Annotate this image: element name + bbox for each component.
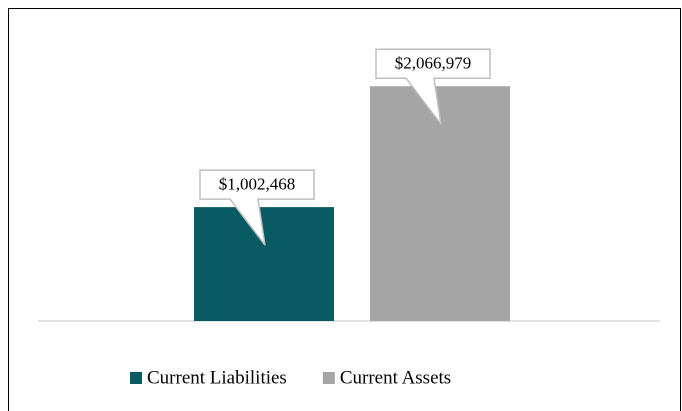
legend-swatch xyxy=(322,372,335,384)
data-label-callout xyxy=(375,48,491,125)
data-label: $2,066,979 xyxy=(395,54,472,73)
legend-label: Current Liabilities xyxy=(147,367,287,388)
legend-label: Current Assets xyxy=(340,367,451,388)
chart-border xyxy=(8,8,681,411)
data-label: $1,002,468 xyxy=(219,175,296,194)
bar xyxy=(194,207,334,321)
data-label-callout xyxy=(199,169,315,246)
legend-swatch xyxy=(130,372,142,384)
bar xyxy=(370,86,510,321)
